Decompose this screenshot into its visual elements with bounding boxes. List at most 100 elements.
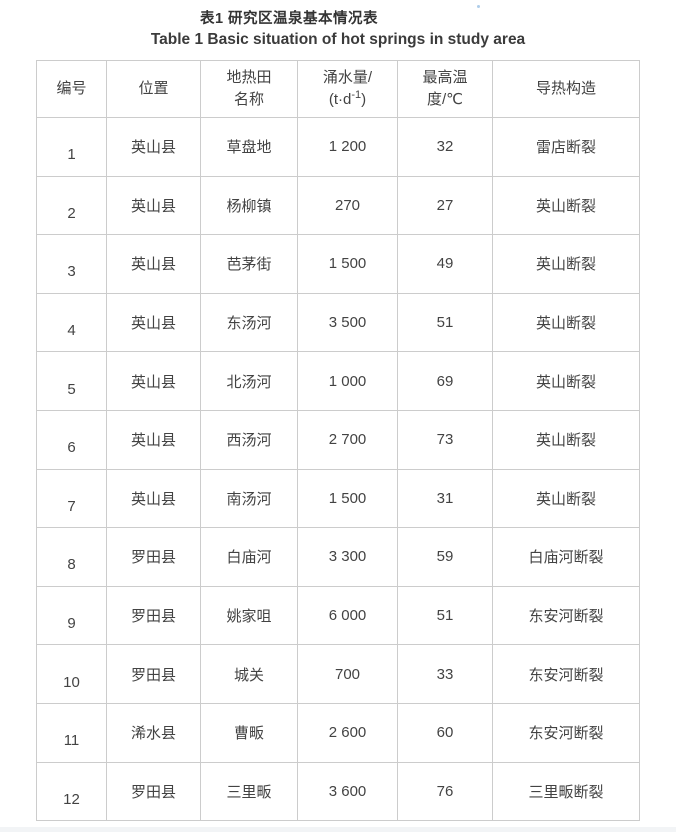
table-caption-zh: 表1 研究区温泉基本情况表	[199, 11, 379, 27]
cell-id: 11	[36, 702, 107, 763]
row-number: 10	[63, 673, 80, 691]
cell-field-name: 白庙河	[200, 527, 298, 587]
cell-structure: 英山断裂	[492, 234, 640, 294]
header-line: 名称	[233, 91, 264, 108]
page-bottom-strip	[0, 827, 676, 832]
cell-yield: 1 000	[297, 351, 398, 411]
cell-structure: 东安河断裂	[492, 702, 640, 763]
cell-location: 罗田县	[106, 644, 201, 704]
cell-yield: 700	[297, 644, 398, 704]
cell-field-name: 城关	[200, 644, 298, 704]
table-row: 9 罗田县 姚家咀 6 000 51 东安河断裂	[36, 585, 640, 646]
cell-yield: 1 500	[297, 468, 398, 529]
cell-id: 9	[36, 585, 107, 646]
cell-structure: 英山断裂	[492, 292, 640, 353]
cell-yield: 6 000	[297, 585, 398, 646]
cell-id: 4	[36, 292, 107, 353]
cell-yield: 1 200	[297, 117, 398, 177]
header-max-temp: 最高温 度/℃	[397, 60, 493, 118]
table-caption-en: Table 1 Basic situation of hot springs i…	[150, 31, 526, 48]
cell-yield: 2 700	[297, 409, 398, 470]
cell-location: 罗田县	[106, 761, 201, 822]
cell-location: 英山县	[106, 468, 201, 529]
yield-unit-post: )	[361, 91, 367, 108]
row-number: 12	[63, 790, 80, 808]
cell-id: 2	[36, 175, 107, 236]
row-number: 6	[67, 439, 76, 457]
cell-max-temp: 69	[397, 351, 493, 411]
hot-springs-table: 编号 位置 地热田 名称 涌水量/ (t·d-1) 最高温 度/℃ 导热构造 1…	[36, 60, 640, 822]
cell-field-name: 东汤河	[200, 292, 298, 353]
cell-field-name: 曹畈	[200, 702, 298, 763]
header-field-name: 地热田 名称	[200, 60, 298, 118]
header-line: (t·d-1)	[298, 89, 397, 111]
cell-location: 罗田县	[106, 527, 201, 587]
cell-max-temp: 76	[397, 761, 493, 822]
cell-yield: 1 500	[297, 234, 398, 294]
header-line: 度/℃	[426, 91, 463, 108]
cell-structure: 雷店断裂	[492, 117, 640, 177]
cell-max-temp: 51	[397, 585, 493, 646]
cell-location: 罗田县	[106, 585, 201, 646]
cell-max-temp: 73	[397, 409, 493, 470]
header-location: 位置	[106, 60, 201, 118]
table-row: 11 浠水县 曹畈 2 600 60 东安河断裂	[36, 702, 640, 763]
cell-max-temp: 33	[397, 644, 493, 704]
cell-location: 英山县	[106, 351, 201, 411]
cell-field-name: 杨柳镇	[200, 175, 298, 236]
cell-id: 3	[36, 234, 107, 294]
cell-location: 英山县	[106, 117, 201, 177]
cell-field-name: 姚家咀	[200, 585, 298, 646]
table-row: 5 英山县 北汤河 1 000 69 英山断裂	[36, 351, 640, 411]
table-row: 4 英山县 东汤河 3 500 51 英山断裂	[36, 292, 640, 353]
row-number: 2	[67, 204, 76, 222]
cell-location: 浠水县	[106, 702, 201, 763]
cell-field-name: 北汤河	[200, 351, 298, 411]
cell-id: 1	[36, 117, 107, 177]
cell-field-name: 三里畈	[200, 761, 298, 822]
header-structure: 导热构造	[492, 60, 640, 118]
row-number: 7	[67, 497, 76, 515]
cell-id: 5	[36, 351, 107, 411]
cell-id: 7	[36, 468, 107, 529]
cell-id: 6	[36, 409, 107, 470]
cell-id: 8	[36, 527, 107, 587]
cell-location: 英山县	[106, 234, 201, 294]
cell-yield: 3 300	[297, 527, 398, 587]
yield-unit-exponent: -1	[351, 89, 362, 101]
header-line: 地热田	[226, 69, 272, 86]
cell-max-temp: 59	[397, 527, 493, 587]
cell-field-name: 芭茅街	[200, 234, 298, 294]
table-row: 8 罗田县 白庙河 3 300 59 白庙河断裂	[36, 527, 640, 587]
header-id: 编号	[36, 60, 107, 118]
cell-location: 英山县	[106, 292, 201, 353]
yield-unit-pre: (t·d	[328, 91, 352, 108]
table-row: 6 英山县 西汤河 2 700 73 英山断裂	[36, 409, 640, 470]
cell-max-temp: 49	[397, 234, 493, 294]
cell-field-name: 西汤河	[200, 409, 298, 470]
cell-max-temp: 31	[397, 468, 493, 529]
cell-structure: 英山断裂	[492, 409, 640, 470]
row-number: 8	[67, 556, 76, 574]
cell-structure: 英山断裂	[492, 468, 640, 529]
row-number: 5	[67, 380, 76, 398]
cell-id: 12	[36, 761, 107, 822]
cell-max-temp: 27	[397, 175, 493, 236]
cell-structure: 英山断裂	[492, 175, 640, 236]
table-row: 2 英山县 杨柳镇 270 27 英山断裂	[36, 175, 640, 236]
cell-yield: 270	[297, 175, 398, 236]
header-yield: 涌水量/ (t·d-1)	[297, 60, 398, 118]
cell-field-name: 草盘地	[200, 117, 298, 177]
row-number: 9	[67, 615, 76, 633]
cell-structure: 白庙河断裂	[492, 527, 640, 587]
cell-structure: 英山断裂	[492, 351, 640, 411]
cell-max-temp: 51	[397, 292, 493, 353]
table-row: 7 英山县 南汤河 1 500 31 英山断裂	[36, 468, 640, 529]
cell-field-name: 南汤河	[200, 468, 298, 529]
table-header-row: 编号 位置 地热田 名称 涌水量/ (t·d-1) 最高温 度/℃ 导热构造	[36, 60, 640, 118]
table-row: 12 罗田县 三里畈 3 600 76 三里畈断裂	[36, 761, 640, 822]
cell-location: 英山县	[106, 409, 201, 470]
cell-structure: 东安河断裂	[492, 644, 640, 704]
table-row: 3 英山县 芭茅街 1 500 49 英山断裂	[36, 234, 640, 294]
row-number: 1	[67, 146, 76, 164]
